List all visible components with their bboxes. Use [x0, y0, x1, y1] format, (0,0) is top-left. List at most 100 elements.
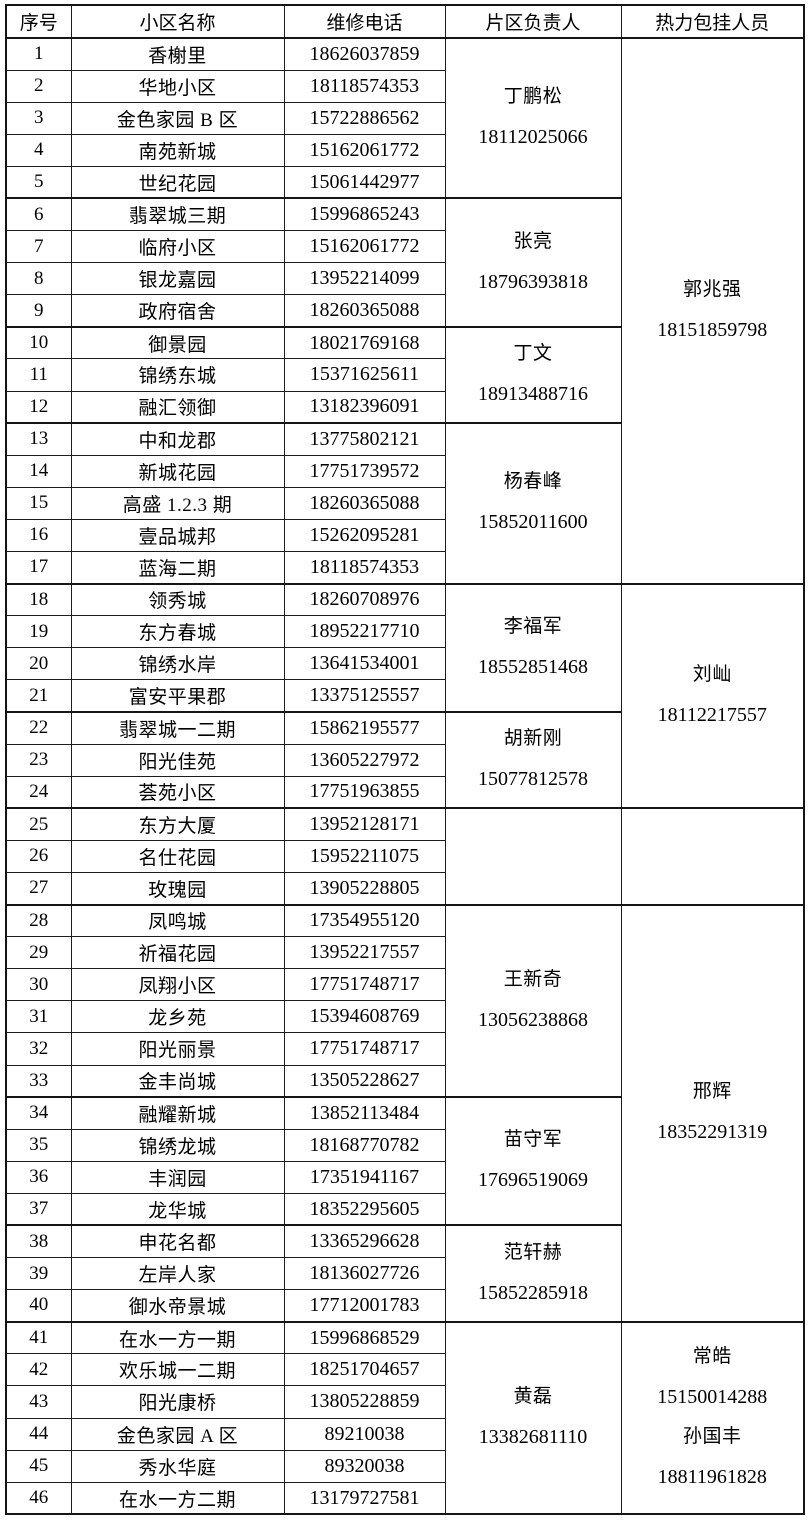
person-name: 常皓 [692, 1346, 732, 1368]
area-manager-cell [444, 807, 622, 906]
area-manager-cell: 胡新刚 15077812578 [444, 710, 622, 809]
row-number-cell: 10 [5, 325, 72, 360]
table-row: 43 阳光康桥 13805228859 [5, 1385, 804, 1419]
community-name-cell: 壹品城邦 [70, 518, 285, 553]
community-name-cell: 中和龙郡 [70, 422, 285, 456]
repair-phone-cell: 18260365088 [283, 294, 446, 328]
person-name: 黄磊 [513, 1386, 553, 1408]
community-name-cell: 在水一方二期 [70, 1481, 285, 1515]
community-name-cell: 领秀城 [70, 582, 285, 617]
row-number-cell: 20 [5, 647, 72, 681]
community-name-cell: 御水帝景城 [70, 1289, 285, 1323]
person-name: 丁鹏松 [503, 86, 563, 108]
person-name: 孙国丰 [682, 1426, 742, 1448]
community-name-cell: 政府宿舍 [70, 294, 285, 328]
community-name-cell: 翡翠城一二期 [70, 710, 285, 745]
person-phone: 18796393818 [478, 270, 588, 293]
person-name: 张亮 [513, 230, 553, 252]
repair-phone-cell: 18118574353 [283, 69, 446, 103]
person-phone: 15150014288 [657, 1386, 768, 1409]
repair-phone-cell: 13182396091 [283, 390, 446, 424]
repair-phone-cell: 13605227972 [283, 743, 446, 777]
repair-phone-cell: 13505228627 [283, 1064, 446, 1098]
community-name-cell: 御景园 [70, 325, 285, 360]
repair-phone-cell: 89210038 [283, 1417, 446, 1451]
person-name: 郭兆强 [682, 278, 742, 300]
community-name-cell: 临府小区 [70, 230, 285, 264]
table-row: 27 玫瑰园 13905228805 [5, 871, 804, 906]
row-number-cell: 29 [5, 936, 72, 970]
community-name-cell: 锦绣东城 [70, 358, 285, 392]
row-number-cell: 17 [5, 550, 72, 585]
repair-phone-cell: 18952217710 [283, 615, 446, 649]
row-number-cell: 33 [5, 1064, 72, 1098]
row-number-cell: 13 [5, 422, 72, 456]
row-number-cell: 7 [5, 230, 72, 264]
repair-phone-cell: 15371625611 [283, 358, 446, 392]
person-phone: 18913488716 [478, 382, 588, 405]
community-name-cell: 祈福花园 [70, 936, 285, 970]
heating-repair-contact-table: 序号 小区名称 维修电话 片区负责人 热力包挂人员 1 香榭里 1862603785… [5, 4, 805, 1516]
repair-phone-cell: 18260708976 [283, 582, 446, 617]
person-phone: 18112217557 [657, 703, 767, 726]
row-number-cell: 6 [5, 197, 72, 232]
repair-phone-cell: 15996865243 [283, 197, 446, 232]
heating-contact-cell: 郭兆强 18151859798 [620, 37, 805, 585]
repair-phone-cell: 13805228859 [283, 1385, 446, 1419]
repair-phone-cell: 13375125557 [283, 679, 446, 713]
repair-phone-cell: 13365296628 [283, 1224, 446, 1259]
table-body: 1 香榭里 18626037859 丁鹏松 18112025066 郭兆强 18151859… [5, 37, 805, 1515]
community-name-cell: 龙乡苑 [70, 1000, 285, 1034]
row-number-cell: 1 [5, 37, 72, 71]
area-manager-cell: 杨春峰 15852011600 [444, 422, 622, 585]
community-name-cell: 银龙嘉园 [70, 262, 285, 296]
table-row: 2 华地小区 18118574353 [5, 69, 804, 103]
community-name-cell: 融汇领御 [70, 390, 285, 424]
person-name: 丁文 [513, 343, 553, 365]
row-number-cell: 9 [5, 294, 72, 328]
repair-phone-cell: 18021769168 [283, 325, 446, 360]
person-name: 邢辉 [692, 1081, 732, 1103]
community-name-cell: 东方大厦 [70, 807, 285, 841]
community-name-cell: 蓝海二期 [70, 550, 285, 585]
row-number-cell: 23 [5, 743, 72, 777]
community-name-cell: 融耀新城 [70, 1096, 285, 1130]
person-phone: 18112025066 [478, 126, 588, 149]
row-number-cell: 16 [5, 518, 72, 553]
repair-phone-cell: 13852113484 [283, 1096, 446, 1130]
column-header-index: 序号 [5, 4, 72, 39]
row-number-cell: 8 [5, 262, 72, 296]
community-name-cell: 富安平果郡 [70, 679, 285, 713]
area-manager-cell: 丁文 18913488716 [444, 325, 622, 424]
repair-phone-cell: 15061442977 [283, 165, 446, 199]
row-number-cell: 14 [5, 454, 72, 488]
table-row: 35 锦绣龙城 18168770782 [5, 1128, 804, 1162]
row-number-cell: 39 [5, 1257, 72, 1291]
community-name-cell: 秀水华庭 [70, 1449, 285, 1483]
repair-phone-cell: 17354955120 [283, 903, 446, 938]
person-phone: 15852285918 [478, 1281, 588, 1304]
area-manager-cell: 王新奇 13056238868 [444, 903, 622, 1098]
repair-phone-cell: 15952211075 [283, 839, 446, 873]
community-name-cell: 锦绣龙城 [70, 1128, 285, 1162]
person-phone: 15077812578 [478, 768, 588, 791]
table-row: 28 凤鸣城 17354955120 王新奇 13056238868 邢辉 18352291… [5, 903, 805, 1323]
community-name-cell: 世纪花园 [70, 165, 285, 199]
table-row: 16 壹品城邦 15262095281 [5, 518, 804, 553]
area-manager-cell: 苗守军 17696519069 [444, 1096, 622, 1226]
heating-contact-cell: 常皓 15150014288 孙国丰 18811961828 [620, 1320, 805, 1515]
table-row: 42 欢乐城一二期 18251704657 [5, 1353, 804, 1387]
row-number-cell: 26 [5, 839, 72, 873]
table-row: 11 锦绣东城 15371625611 [5, 358, 804, 392]
community-name-cell: 香榭里 [70, 37, 285, 71]
row-number-cell: 44 [5, 1417, 72, 1451]
table-row: 18 领秀城 18260708976 李福军 18552851468 刘屾 18112217… [5, 582, 805, 809]
table-row: 29 祈福花园 13952217557 [5, 936, 804, 970]
row-number-cell: 2 [5, 69, 72, 103]
row-number-cell: 40 [5, 1289, 72, 1323]
area-manager-cell: 丁鹏松 18112025066 [444, 37, 622, 199]
person-name: 胡新刚 [503, 728, 563, 750]
repair-phone-cell: 17351941167 [283, 1160, 446, 1194]
repair-phone-cell: 18626037859 [283, 37, 446, 71]
row-number-cell: 15 [5, 486, 72, 520]
